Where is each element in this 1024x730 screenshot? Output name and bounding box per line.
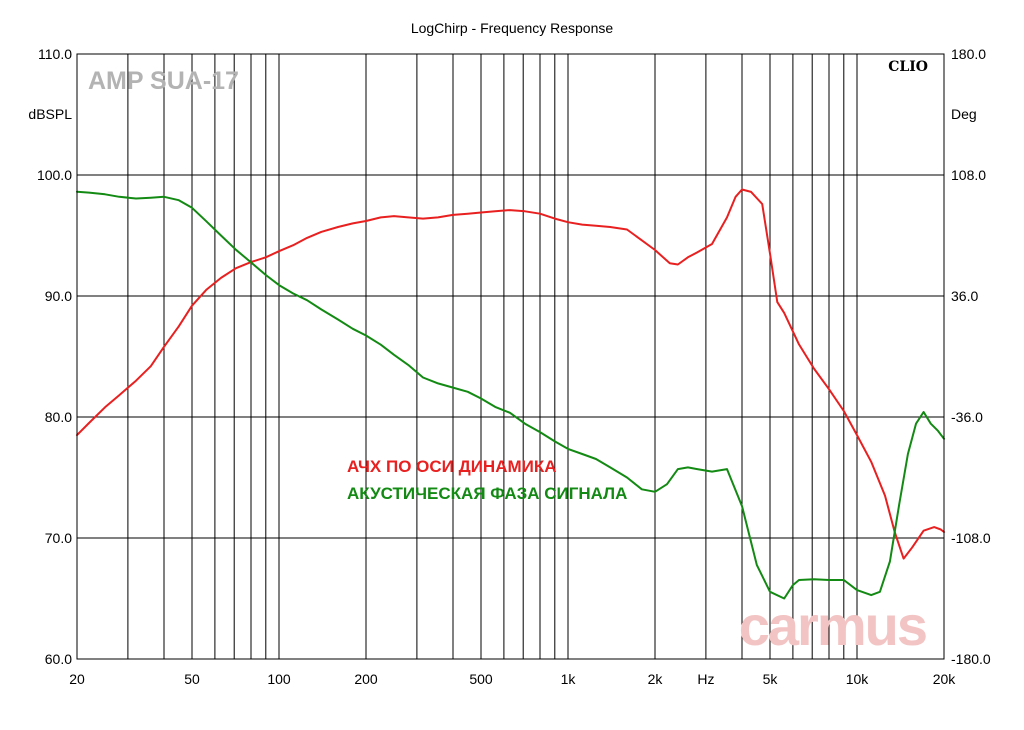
y-tick-label-right: 36.0 [951,288,978,304]
legend-entry-phase: АКУСТИЧЕСКАЯ ФАЗА СИГНАЛА [347,484,627,503]
y-tick-label-right: -36.0 [951,409,983,425]
y-axis-right-tick-labels: -180.0 -108.0 -36.0 36.0 108.0 180.0 [951,46,991,667]
y-axis-left-tick-labels: 60.0 70.0 80.0 90.0 100.0 110.0 [37,46,72,667]
y-tick-label-left: 70.0 [45,530,72,546]
x-tick-label: 2k [648,671,664,687]
y-tick-label-right: -108.0 [951,530,991,546]
x-tick-label: 1k [561,671,577,687]
y-tick-label-left: 100.0 [37,167,72,183]
x-tick-label: 100 [267,671,291,687]
plot-grid [77,54,944,659]
x-tick-label: 10k [846,671,870,687]
legend-entry-magnitude: АЧХ ПО ОСИ ДИНАМИКА [347,457,557,476]
x-tick-label: 5k [763,671,779,687]
x-tick-label: 20k [933,671,957,687]
y-tick-label-left: 110.0 [38,46,72,62]
series-line-magnitude [76,188,945,560]
x-axis-unit-label: Hz [697,671,714,687]
series-line-phase [76,190,945,600]
x-tick-label: 500 [469,671,493,687]
x-tick-label: 50 [184,671,200,687]
y-tick-label-right: -180.0 [951,651,991,667]
series-lines [76,188,945,600]
watermark-site: carmus [739,594,926,657]
brand-logo: CLIO [888,59,928,75]
y-tick-label-right: 108.0 [951,167,986,183]
y-tick-label-left: 60.0 [45,651,72,667]
y-axis-right-label: Deg [951,106,977,122]
y-tick-label-left: 90.0 [45,288,72,304]
y-tick-label-right: 180.0 [951,46,986,62]
plot-border [76,53,945,660]
x-tick-label: 20 [69,671,85,687]
x-tick-label: 200 [354,671,378,687]
x-axis-tick-labels: 20 50 100 200 500 1k 2k 5k 10k 20k Hz [69,671,956,687]
watermark-model: AMP SUA-17 [88,67,239,95]
y-axis-left-label: dBSPL [28,106,72,122]
y-tick-label-left: 80.0 [45,409,72,425]
chart-title: LogChirp - Frequency Response [411,20,614,36]
